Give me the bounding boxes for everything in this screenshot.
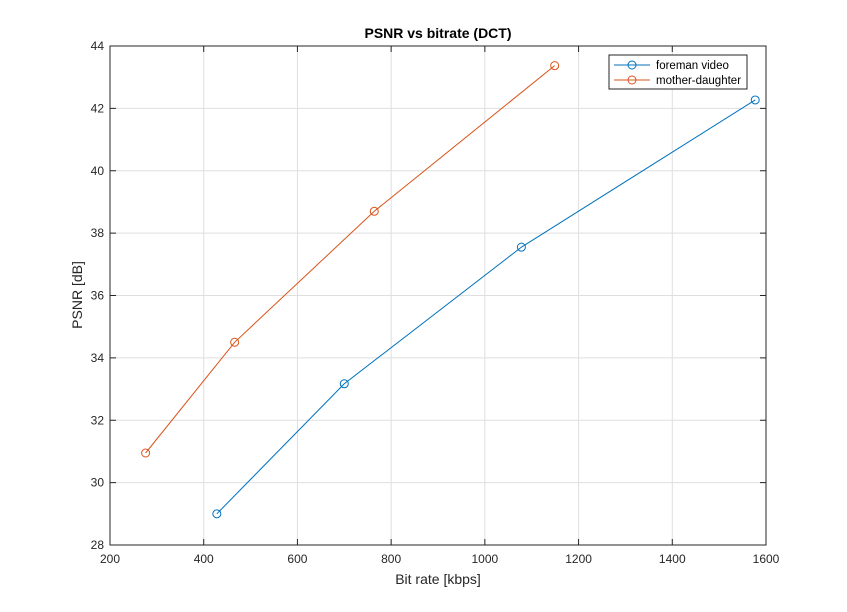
y-tick-label: 42	[91, 101, 105, 115]
grid	[110, 46, 766, 545]
series-line	[145, 65, 555, 454]
data-point	[550, 61, 560, 71]
legend-label: mother-daughter	[656, 75, 741, 87]
data-point	[369, 206, 379, 216]
y-tick-label: 40	[91, 164, 105, 178]
chart-title: PSNR vs bitrate (DCT)	[364, 25, 511, 41]
x-tick-label: 800	[381, 552, 401, 566]
x-tick-label: 1400	[659, 552, 686, 566]
x-tick-label: 600	[287, 552, 307, 566]
y-tick-label: 38	[91, 226, 105, 240]
series-line	[216, 99, 756, 515]
legend-label: foreman video	[656, 60, 729, 72]
y-tick-label: 32	[91, 413, 105, 427]
y-axis-title: PSNR [dB]	[69, 261, 85, 329]
x-tick-label: 1000	[472, 552, 499, 566]
x-tick-label: 400	[194, 552, 214, 566]
y-tick-label: 34	[91, 351, 105, 365]
data-point	[230, 337, 240, 347]
legend-swatch-marker	[627, 60, 637, 70]
legend-item: mother-daughter	[614, 75, 741, 87]
legend-item: foreman video	[614, 60, 729, 72]
series-layer	[141, 61, 760, 519]
y-tick-label: 44	[91, 39, 105, 53]
data-point	[141, 448, 151, 458]
legend: foreman video mother-daughter	[608, 54, 748, 90]
legend-swatch-marker	[627, 75, 637, 85]
x-tick-label: 1200	[565, 552, 592, 566]
axes	[109, 45, 767, 546]
data-point	[212, 509, 222, 519]
x-tick-label: 200	[100, 552, 120, 566]
data-point	[339, 379, 349, 389]
tick-labels: 200 400 600 800 1000 1200 1400 1600 28 30 32 34 36 38…	[91, 39, 780, 566]
x-axis-title: Bit rate [kbps]	[395, 571, 481, 587]
series-1	[212, 95, 760, 519]
y-tick-label: 30	[91, 476, 105, 490]
x-tick-label: 1600	[753, 552, 780, 566]
data-point	[516, 242, 526, 252]
data-point	[750, 95, 760, 105]
y-tick-label: 28	[91, 538, 105, 552]
y-tick-label: 36	[91, 289, 105, 303]
series-2	[141, 61, 560, 458]
